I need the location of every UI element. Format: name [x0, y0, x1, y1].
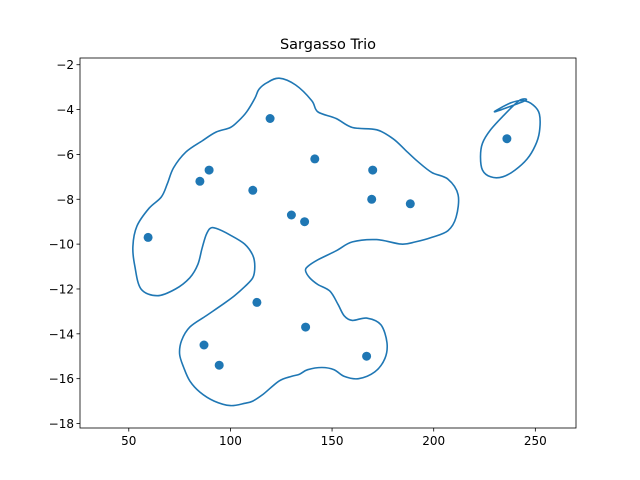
- x-tick-label: 50: [121, 434, 136, 448]
- axes: 50 100 150 200 250 −18 −16 −14 −12 −10 −8 −6 −4 −2: [49, 57, 577, 448]
- contour-layer: [132, 77, 541, 407]
- x-tick-label: 100: [219, 434, 242, 448]
- data-point-9: [286, 210, 296, 220]
- data-point-16: [214, 360, 224, 370]
- data-point-15: [362, 351, 372, 361]
- data-point-3: [368, 165, 378, 175]
- data-point-12: [252, 297, 262, 307]
- x-tick-label: 150: [321, 434, 344, 448]
- data-point-14: [199, 340, 209, 350]
- data-point-13: [301, 322, 311, 332]
- y-tick-label: −16: [49, 372, 74, 386]
- points-layer: [143, 114, 512, 370]
- contour-line-0: [132, 77, 460, 407]
- plot-frame: [79, 57, 577, 429]
- data-point-2: [310, 154, 320, 164]
- data-point-11: [143, 232, 153, 242]
- data-point-6: [248, 185, 258, 195]
- y-tick-label: −14: [49, 327, 74, 341]
- data-point-5: [195, 176, 205, 186]
- x-tick-label: 200: [422, 434, 445, 448]
- chart-title: Sargasso Trio: [280, 37, 376, 53]
- x-tick-label: 250: [524, 434, 547, 448]
- data-point-0: [502, 134, 512, 144]
- y-tick-label: −12: [49, 282, 74, 296]
- y-tick-label: −8: [56, 193, 74, 207]
- data-point-10: [300, 217, 310, 227]
- data-point-1: [265, 114, 275, 123]
- contour-line-1: [479, 98, 541, 179]
- data-point-8: [405, 199, 415, 209]
- y-tick-label: −2: [56, 58, 74, 72]
- data-point-7: [367, 194, 377, 204]
- y-tick-label: −10: [49, 238, 74, 252]
- y-tick-label: −4: [56, 103, 74, 117]
- y-tick-label: −18: [49, 417, 74, 431]
- y-tick-label: −6: [56, 148, 74, 162]
- data-point-4: [204, 165, 214, 175]
